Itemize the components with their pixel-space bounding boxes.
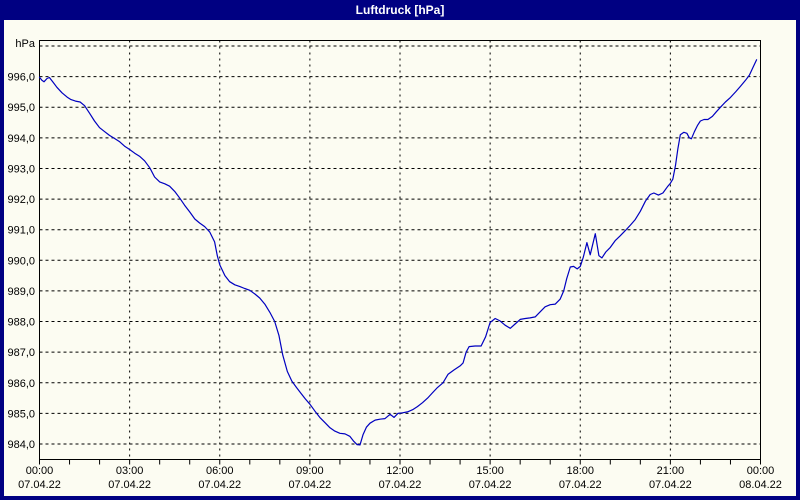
y-tick-label: 987,0: [7, 347, 35, 359]
x-tick-time-label: 06:00: [206, 465, 234, 477]
x-tick-date-label: 08.04.22: [739, 479, 782, 491]
pressure-line: [38, 59, 758, 446]
x-tick-time-label: 09:00: [296, 465, 324, 477]
x-tick-time-label: 21:00: [657, 465, 685, 477]
x-tick-date-label: 07.04.22: [108, 479, 151, 491]
y-tick-label: 985,0: [7, 408, 35, 420]
x-axis-ticks: [39, 459, 761, 465]
y-axis-unit-label: hPa: [15, 38, 35, 50]
pressure-chart: 996,0 995,0 994,0 993,0 992,0 991,0 990,0 989,0…: [7, 38, 782, 491]
x-tick-date-label: 07.04.22: [469, 479, 512, 491]
y-tick-label: 994,0: [7, 133, 35, 145]
x-tick-time-label: 03:00: [116, 465, 144, 477]
x-tick-date-label: 07.04.22: [288, 479, 331, 491]
y-tick-label: 996,0: [7, 72, 35, 84]
y-tick-label: 991,0: [7, 225, 35, 237]
x-tick-date-label: 07.04.22: [649, 479, 692, 491]
plot-border: [39, 40, 761, 460]
x-tick-time-label: 12:00: [386, 465, 414, 477]
x-tick-time-label: 00:00: [26, 465, 54, 477]
x-tick-date-label: 07.04.22: [559, 479, 602, 491]
x-tick-time-label: 15:00: [476, 465, 504, 477]
x-tick-date-label: 07.04.22: [198, 479, 241, 491]
x-tick-date-label: 07.04.22: [18, 479, 61, 491]
x-gridlines: [129, 40, 671, 460]
x-tick-time-label: 00:00: [747, 465, 775, 477]
window-title-bar: Luftdruck [hPa]: [0, 0, 800, 20]
pressure-polyline: [38, 59, 758, 446]
y-tick-label: 989,0: [7, 286, 35, 298]
y-tick-label: 993,0: [7, 163, 35, 175]
y-tick-label: 986,0: [7, 378, 35, 390]
y-tick-label: 988,0: [7, 317, 35, 329]
plot-border-rect: [39, 40, 761, 460]
y-tick-label: 995,0: [7, 102, 35, 114]
x-tick-date-label: 07.04.22: [379, 479, 422, 491]
window-title: Luftdruck [hPa]: [355, 3, 445, 17]
x-tick-labels: 00:00 07.04.22 03:00 07.04.22 06:00 07.04.22 0…: [18, 465, 782, 491]
chart-panel: 996,0 995,0 994,0 993,0 992,0 991,0 990,0 989,0…: [4, 20, 796, 496]
y-tick-label: 990,0: [7, 255, 35, 267]
y-tick-label: 992,0: [7, 194, 35, 206]
x-tick-time-label: 18:00: [566, 465, 594, 477]
y-tick-labels: 996,0 995,0 994,0 993,0 992,0 991,0 990,0 989,0…: [7, 72, 35, 451]
y-tick-label: 984,0: [7, 439, 35, 451]
